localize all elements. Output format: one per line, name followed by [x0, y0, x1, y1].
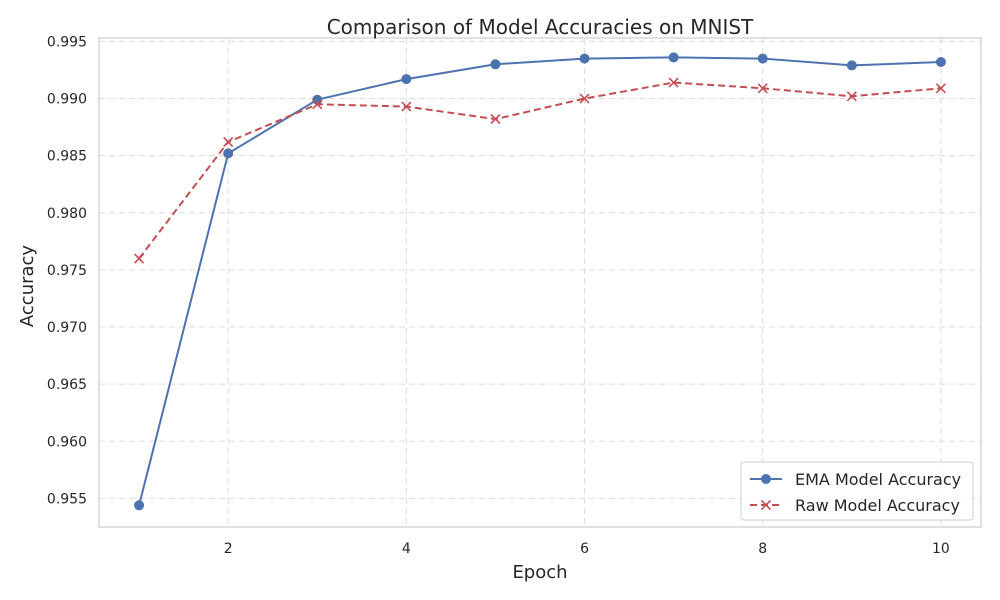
x-tick-label: 10 [932, 541, 950, 557]
y-tick-label: 0.965 [47, 377, 87, 393]
y-tick-label: 0.995 [47, 34, 87, 50]
data-point [134, 500, 145, 511]
y-tick-label: 0.955 [47, 491, 87, 507]
legend-label: Raw Model Accuracy [795, 496, 960, 515]
y-tick-label: 0.970 [47, 320, 87, 336]
y-tick-label: 0.975 [47, 263, 87, 279]
data-point [846, 91, 857, 102]
series-1 [134, 52, 946, 511]
legend-entry: Raw Model Accuracy [750, 496, 960, 515]
legend-items: EMA Model Accuracy Raw Model Accuracy [750, 470, 961, 515]
data-point [223, 136, 234, 148]
x-tick-label: 6 [580, 541, 589, 557]
legend-entry: EMA Model Accuracy [750, 470, 961, 489]
y-tick-label: 0.990 [47, 92, 87, 108]
data-point [134, 253, 145, 264]
data-point [668, 77, 679, 88]
legend-marker [761, 474, 771, 484]
tick-labels: 0.955 0.960 0.965 0.970 0.975 0.980 0.985 0.990… [47, 34, 950, 557]
chart-title: Comparison of Model Accuracies on MNIST [327, 15, 754, 39]
plot-frame [98, 37, 982, 528]
data-point [312, 99, 323, 110]
x-tick-label: 8 [758, 541, 767, 557]
series-line [138, 56, 941, 506]
y-tick-label: 0.960 [47, 434, 87, 450]
data-point [223, 148, 234, 159]
data-point [579, 53, 590, 64]
data-point [490, 59, 501, 70]
data-point [757, 53, 768, 64]
data-point [668, 52, 679, 63]
y-tick-label: 0.980 [47, 206, 87, 222]
series-layer [134, 52, 946, 511]
legend-box [740, 461, 974, 521]
grid [99, 38, 981, 527]
data-point [579, 93, 590, 104]
y-tick-label: 0.985 [47, 149, 87, 165]
data-point [935, 56, 946, 67]
x-axis-label: Epoch [512, 562, 567, 583]
y-axis-label: Accuracy [17, 245, 38, 328]
legend-label: EMA Model Accuracy [795, 470, 961, 489]
x-tick-label: 2 [224, 541, 233, 557]
data-point [401, 101, 412, 112]
x-tick-label: 4 [402, 541, 411, 557]
data-point [846, 60, 857, 71]
series-line [138, 81, 941, 260]
legend: EMA Model Accuracy Raw Model Accuracy [740, 461, 974, 521]
series-2 [134, 77, 946, 264]
data-point [490, 114, 501, 125]
data-point [312, 94, 323, 105]
legend-marker [760, 499, 772, 511]
data-point [401, 74, 412, 85]
data-point [935, 83, 946, 94]
data-point [757, 83, 768, 94]
